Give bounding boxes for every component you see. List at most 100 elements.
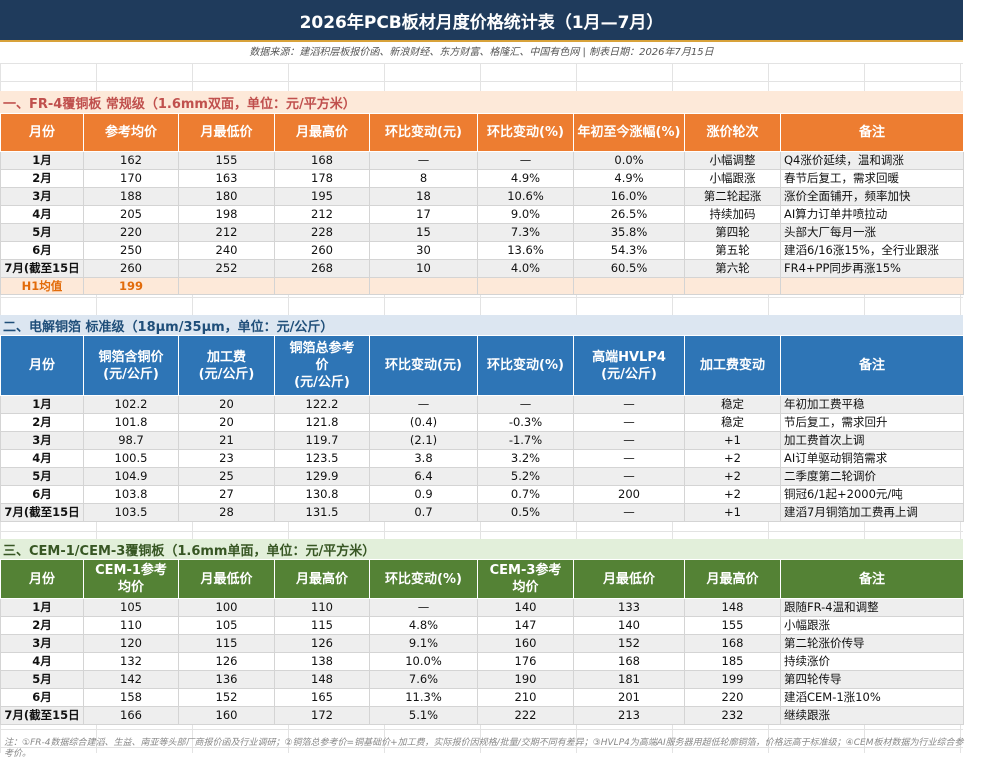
value-cell: 60.5% [573,259,685,278]
cem-col-note: 备注 [780,559,964,599]
month-cell: 5月 [0,467,84,486]
value-cell: 232 [684,706,781,725]
note-cell: 年初加工费平稳 [780,395,964,414]
table-row: 1月 162 155 168— —0.0% 小幅调整 Q4涨价延续，温和调涨 [0,151,964,170]
value-cell: 142 [83,670,179,689]
fr4-header-row: 月份 参考均价 月最低价 月最高价 环比变动(元) 环比变动(%) 年初至今涨幅… [0,113,964,152]
value-cell: 17 [369,205,478,224]
value-cell: — [573,431,685,450]
value-cell: — [477,395,574,414]
value-cell: 第六轮 [684,259,781,278]
fr4-avg-label: H1均值 [0,277,84,295]
copper-col-fee-change: 加工费变动 [684,335,781,396]
value-cell: — [369,395,478,414]
value-cell: 140 [477,598,574,617]
fr4-col-min: 月最低价 [178,113,275,152]
month-cell: 3月 [0,634,84,653]
value-cell: 168 [274,151,370,170]
value-cell: 148 [274,670,370,689]
value-cell: 16.0% [573,187,685,206]
copper-header-row: 月份 铜箔含铜价 (元/公斤) 加工费 (元/公斤) 铜箔总参考 价 (元/公斤… [0,335,964,396]
value-cell: 212 [178,223,275,242]
fr4-col-ytd: 年初至今涨幅(%) [573,113,685,152]
value-cell: 26.5% [573,205,685,224]
fr4-col-month: 月份 [0,113,84,152]
copper-col-mom-yuan: 环比变动(元) [369,335,478,396]
table-row: 2月 101.8 20 121.8 (0.4) -0.3% — 稳定 节后复工，需求回升 [0,413,964,432]
table-row: 2月 110 105 115 4.8% 147 140 155 小幅跟涨 [0,616,964,635]
copper-foil-table: 月份 铜箔含铜价 (元/公斤) 加工费 (元/公斤) 铜箔总参考 价 (元/公斤… [0,335,964,522]
copper-col-month: 月份 [0,335,84,396]
value-cell: 126 [178,652,275,671]
value-cell: 20 [178,413,275,432]
value-cell: 13.6% [477,241,574,260]
value-cell: 0.7 [369,503,478,522]
note-cell: 跟随FR-4温和调整 [780,598,964,617]
value-cell: 121.8 [274,413,370,432]
value-cell: 212 [274,205,370,224]
value-cell: — [369,151,478,170]
note-cell: 持续涨价 [780,652,964,671]
table-row: 4月 100.5 23 123.5 3.8 3.2% — +2 AI订单驱动铜箔需求 [0,449,964,468]
cem-header-row: 月份 CEM-1参考 均价 月最低价 月最高价 环比变动(%) CEM-3参考 … [0,559,964,599]
note-cell: 继续跟涨 [780,706,964,725]
value-cell: 11.3% [369,688,478,707]
value-cell: 20 [178,395,275,414]
value-cell: 198 [178,205,275,224]
cem-table: 月份 CEM-1参考 均价 月最低价 月最高价 环比变动(%) CEM-3参考 … [0,559,964,725]
note-cell: 建滔7月铜箔加工费再上调 [780,503,964,522]
value-cell: 10.6% [477,187,574,206]
value-cell: 98.7 [83,431,179,450]
fr4-col-note: 备注 [780,113,964,152]
value-cell: 126 [274,634,370,653]
value-cell: 185 [684,652,781,671]
month-cell: 1月 [0,395,84,414]
value-cell: 6.4 [369,467,478,486]
month-cell: 4月 [0,652,84,671]
value-cell: 123.5 [274,449,370,468]
table-row: 3月 98.7 21 119.7 (2.1) -1.7% — +1 加工费首次上调 [0,431,964,450]
note-cell: 头部大厂每月一涨 [780,223,964,242]
cem-col-cem3-avg: CEM-3参考 均价 [477,559,574,599]
value-cell: 115 [178,634,275,653]
value-cell: 132 [83,652,179,671]
value-cell: 131.5 [274,503,370,522]
note-cell: FR4+PP同步再涨15% [780,259,964,278]
value-cell: 268 [274,259,370,278]
value-cell: 第二轮起涨 [684,187,781,206]
month-cell: 4月 [0,449,84,468]
value-cell: +1 [684,431,781,450]
value-cell: 222 [477,706,574,725]
section-fr4-heading: 一、FR-4覆铜板 常规级（1.6mm双面，单位：元/平方米） [0,91,963,113]
value-cell: 103.5 [83,503,179,522]
fr4-col-mom-yuan: 环比变动(元) [369,113,478,152]
value-cell: — [369,598,478,617]
value-cell: 155 [684,616,781,635]
value-cell: 163 [178,169,275,188]
month-cell: 4月 [0,205,84,224]
value-cell: 10 [369,259,478,278]
table-row: 3月 120 115 126 9.1% 160 152 168 第二轮涨价传导 [0,634,964,653]
value-cell: 260 [274,241,370,260]
value-cell: 102.2 [83,395,179,414]
value-cell: 5.1% [369,706,478,725]
section-cem-heading: 三、CEM-1/CEM-3覆铜板（1.6mm单面，单位：元/平方米） [0,539,963,559]
month-cell: 7月(截至15日 [0,259,84,278]
fr4-col-round: 涨价轮次 [684,113,781,152]
value-cell: 稳定 [684,413,781,432]
copper-col-fee: 加工费 (元/公斤) [178,335,275,396]
value-cell: 小幅调整 [684,151,781,170]
value-cell: 7.6% [369,670,478,689]
value-cell: 25 [178,467,275,486]
value-cell: 3.8 [369,449,478,468]
value-cell: 105 [83,598,179,617]
value-cell: 100.5 [83,449,179,468]
value-cell: 115 [274,616,370,635]
month-cell: 1月 [0,598,84,617]
value-cell: — [573,449,685,468]
value-cell: 30 [369,241,478,260]
table-row: 7月(截至15日 103.5 28 131.5 0.7 0.5% — +1 建滔7月铜箔加工费再… [0,503,964,522]
month-cell: 7月(截至15日 [0,706,84,725]
value-cell: 130.8 [274,485,370,504]
copper-col-total: 铜箔总参考 价 (元/公斤) [274,335,370,396]
